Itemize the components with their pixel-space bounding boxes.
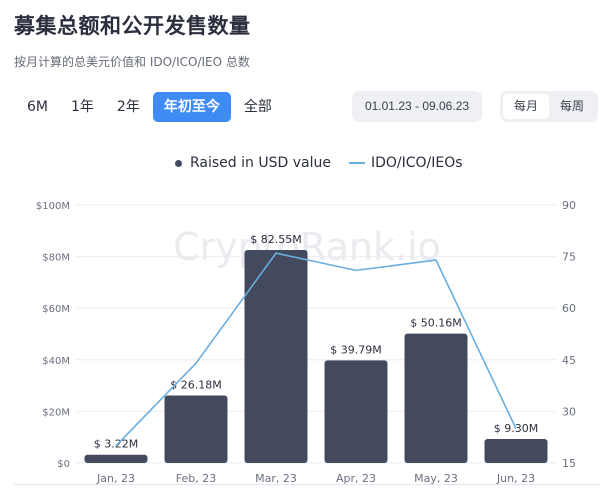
bar-value-label: $ 82.55M: [250, 233, 301, 246]
bar-1[interactable]: [164, 395, 228, 463]
left-axis-tick: $0: [57, 459, 70, 470]
right-axis-tick: 75: [562, 251, 576, 264]
left-axis-tick: $100M: [36, 201, 70, 212]
bar-5[interactable]: [484, 439, 548, 463]
right-axis-tick: 30: [562, 405, 576, 418]
left-axis-tick: $20M: [42, 407, 70, 418]
page-title: 募集总额和公开发售数量: [14, 14, 251, 38]
legend-bar-label[interactable]: Raised in USD value: [190, 155, 331, 171]
page-subtitle: 按月计算的总美元价值和 IDO/ICO/IEO 总数: [14, 55, 250, 69]
chart-legend: Raised in USD value IDO/ICO/IEOs: [175, 155, 463, 171]
x-axis-tick: Jan, 23: [96, 472, 135, 485]
right-axis-tick: 15: [562, 457, 576, 470]
time-range-selector: 6M 1年 2年 年初至今 全部: [17, 92, 285, 122]
bar-2[interactable]: [244, 250, 308, 463]
date-range-picker[interactable]: 01.01.23 - 09.06.23: [352, 91, 482, 122]
bar-value-label: $ 39.79M: [330, 343, 381, 356]
left-axis-tick: $80M: [42, 253, 70, 264]
x-axis-tick: Apr, 23: [336, 472, 376, 485]
bar-value-label: $ 3.22M: [94, 438, 138, 451]
range-all-button[interactable]: 全部: [243, 99, 272, 115]
legend-line-label[interactable]: IDO/ICO/IEOs: [370, 155, 463, 171]
range-1y-button[interactable]: 1年: [71, 99, 94, 115]
x-axis-tick: May, 23: [414, 472, 458, 485]
right-axis-tick: 60: [562, 302, 576, 315]
range-6m-button[interactable]: 6M: [27, 99, 48, 115]
period-monthly-button[interactable]: 每月: [503, 94, 549, 119]
period-weekly-button[interactable]: 每周: [559, 99, 584, 113]
range-ytd-button[interactable]: 年初至今: [152, 92, 231, 122]
bar-value-label: $ 50.16M: [410, 317, 461, 330]
x-axis-tick: Feb, 23: [176, 472, 216, 485]
x-axis-tick: Mar, 23: [255, 472, 297, 485]
bar-4[interactable]: [404, 333, 468, 463]
x-axis-tick: Jun, 23: [496, 472, 535, 485]
bar-0[interactable]: [84, 454, 148, 463]
line-legend-icon: [348, 162, 365, 164]
right-axis-tick: 45: [562, 354, 576, 367]
left-axis-tick: $60M: [42, 304, 70, 315]
range-2y-button[interactable]: 2年: [116, 99, 140, 115]
bar-3[interactable]: [324, 360, 388, 463]
right-axis-tick: 90: [562, 199, 576, 212]
period-toggle: 每月 每周: [500, 91, 598, 122]
divider: [14, 484, 600, 485]
left-axis-tick: $40M: [42, 356, 70, 367]
ido-count-line[interactable]: [115, 252, 517, 447]
bar-value-label: $ 26.18M: [170, 378, 221, 391]
bar-legend-dot-icon: [175, 159, 182, 167]
